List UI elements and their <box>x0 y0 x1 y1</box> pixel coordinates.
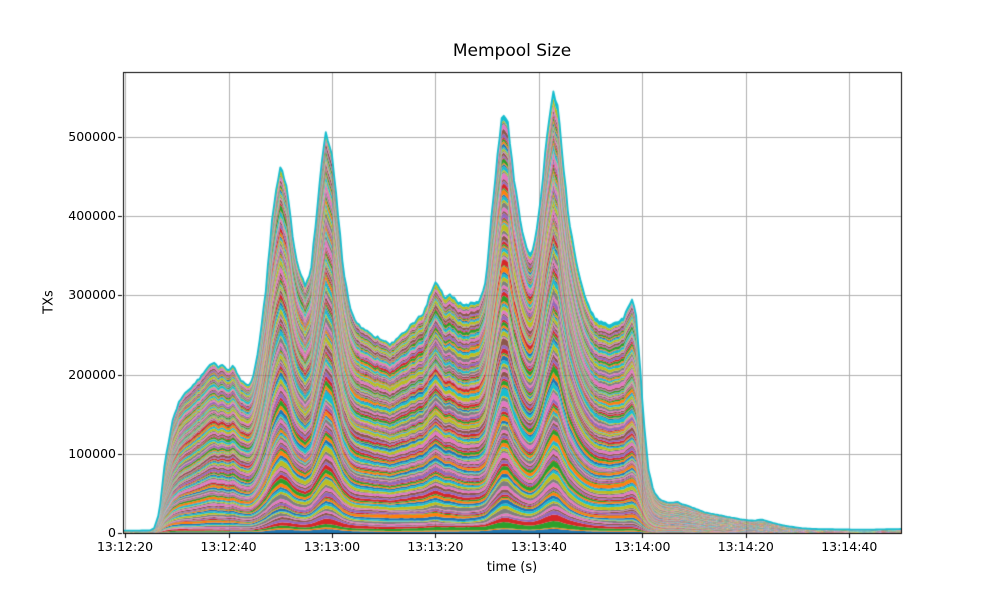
y-tick-label: 400000 <box>68 208 116 224</box>
x-tick-label: 13:14:20 <box>717 539 774 554</box>
chart-title: Mempool Size <box>452 41 572 61</box>
x-tick-label: 13:12:40 <box>200 539 257 554</box>
y-tick-label: 100000 <box>68 445 116 461</box>
x-tick-label: 13:14:00 <box>614 539 671 554</box>
y-tick-label: 0 <box>108 525 116 540</box>
y-tick-label: 300000 <box>68 287 116 303</box>
x-tick-label: 13:12:20 <box>96 539 154 554</box>
x-axis-label: time (s) <box>486 560 538 575</box>
y-tick-label: 200000 <box>68 366 116 382</box>
x-tick-label: 13:13:20 <box>407 539 464 554</box>
x-tick-label: 13:13:00 <box>303 539 361 554</box>
x-tick-label: 13:13:40 <box>510 539 567 554</box>
y-tick-label: 500000 <box>68 128 116 144</box>
x-tick-label: 13:14:40 <box>821 539 878 554</box>
